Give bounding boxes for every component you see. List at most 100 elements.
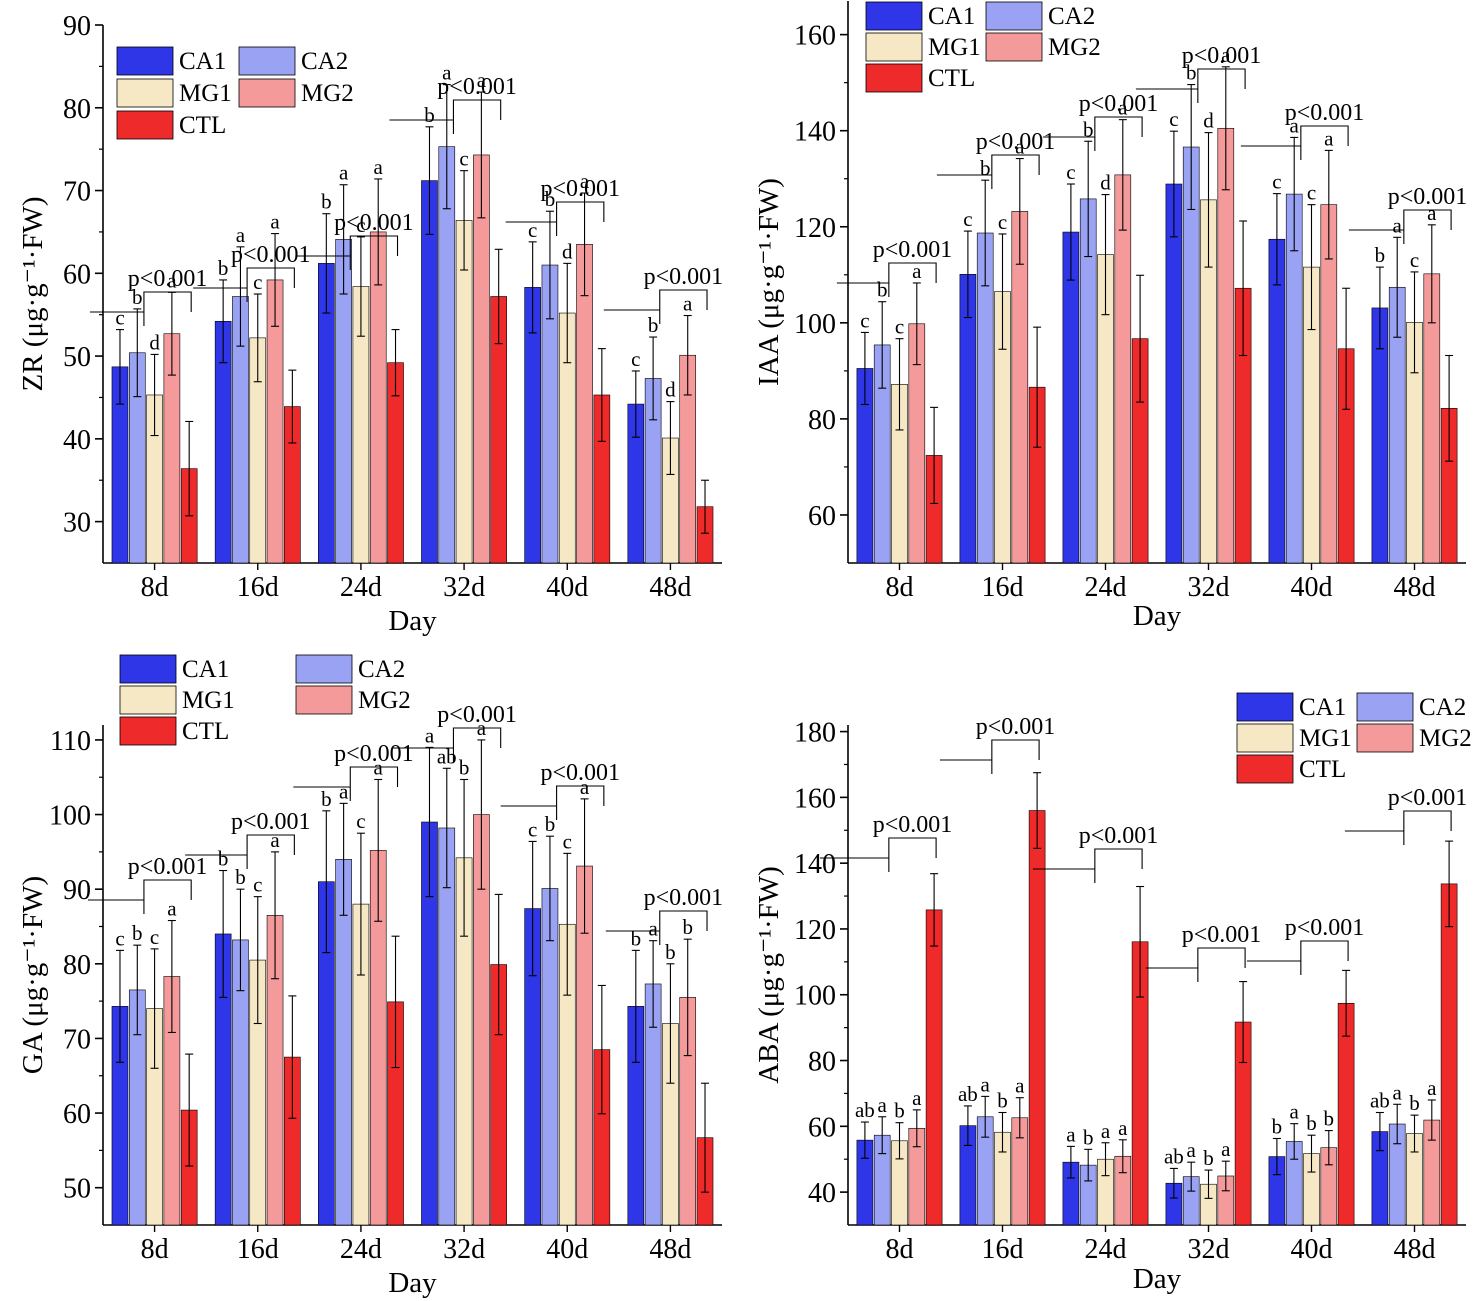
y-tick-label: 80 bbox=[808, 405, 836, 436]
x-axis-title: Day bbox=[1133, 600, 1182, 632]
legend-swatch-ca2 bbox=[238, 46, 296, 76]
x-tick-label: 16d bbox=[237, 572, 279, 603]
pvalue-bracket bbox=[349, 235, 399, 270]
pvalue-bracket bbox=[1300, 940, 1349, 975]
pvalue-label: p<0.001 bbox=[334, 210, 414, 236]
x-tick-label: 32d bbox=[1188, 572, 1230, 603]
pvalue-label: p<0.001 bbox=[1182, 43, 1262, 69]
legend-label: MG1 bbox=[182, 687, 235, 714]
x-tick-label: 8d bbox=[141, 1234, 169, 1265]
y-tick-label: 70 bbox=[63, 1024, 91, 1055]
y-tick-label: 140 bbox=[794, 849, 836, 880]
y-tick-label: 60 bbox=[808, 1112, 836, 1143]
pvalue-bracket bbox=[888, 837, 937, 872]
y-axis-title: ZR (μg·g⁻¹·FW) bbox=[17, 197, 49, 392]
significance-letter: ab bbox=[1370, 1089, 1390, 1113]
legend-label: CTL bbox=[182, 718, 229, 745]
pvalue-bracket bbox=[1300, 125, 1349, 160]
legend-label: MG2 bbox=[358, 687, 411, 714]
pvalue-label: p<0.001 bbox=[128, 854, 208, 880]
significance-letter: b bbox=[1083, 1125, 1094, 1149]
y-tick-label: 60 bbox=[808, 501, 836, 532]
significance-letter: a bbox=[580, 169, 590, 193]
pvalue-bracket bbox=[246, 267, 295, 302]
pvalue-bracket bbox=[556, 785, 605, 820]
pvalue-label: p<0.001 bbox=[976, 714, 1056, 740]
legend-label: CA2 bbox=[1048, 3, 1095, 30]
y-tick-label: 80 bbox=[63, 94, 91, 125]
significance-letter: a bbox=[912, 259, 922, 283]
pvalue-bracket bbox=[556, 201, 605, 236]
x-tick-label: 40d bbox=[1291, 1234, 1333, 1265]
significance-letter: a bbox=[425, 723, 435, 747]
significance-letter: a bbox=[270, 210, 280, 234]
pvalue-label: p<0.001 bbox=[1285, 915, 1365, 941]
significance-letter: a bbox=[1118, 1116, 1128, 1140]
legend-label: CTL bbox=[179, 112, 226, 139]
pvalue-bracket bbox=[991, 739, 1040, 774]
x-tick-label: 24d bbox=[1085, 572, 1127, 603]
significance-letter: c bbox=[356, 213, 365, 237]
significance-letter: a bbox=[1290, 1100, 1300, 1124]
significance-letter: c bbox=[115, 306, 124, 330]
bar-ca1 bbox=[1062, 231, 1080, 564]
significance-letter: a bbox=[339, 161, 349, 185]
y-tick-label: 50 bbox=[63, 342, 91, 373]
pvalue-bracket bbox=[1094, 116, 1143, 151]
significance-letter: b bbox=[321, 787, 332, 811]
significance-letter: b bbox=[235, 865, 246, 889]
bar-ca1 bbox=[421, 180, 438, 564]
pvalue-label: p<0.001 bbox=[1079, 91, 1159, 117]
significance-letter: c bbox=[459, 147, 468, 171]
y-axis-title: IAA (μg·g⁻¹·FW) bbox=[753, 178, 785, 386]
y-tick-label: 70 bbox=[63, 177, 91, 208]
significance-letter: ab bbox=[855, 1098, 875, 1122]
significance-letter: a bbox=[1324, 126, 1334, 150]
legend-label: CA1 bbox=[182, 656, 229, 683]
pvalue-label: p<0.001 bbox=[873, 237, 953, 263]
legend-swatch-ca1 bbox=[119, 654, 177, 684]
legend-swatch-ctl bbox=[116, 110, 174, 140]
x-tick-label: 16d bbox=[982, 1234, 1024, 1265]
pvalue-bracket bbox=[1403, 810, 1452, 845]
legend-label: MG1 bbox=[179, 80, 232, 107]
significance-letter: a bbox=[1015, 1074, 1025, 1098]
y-tick-label: 90 bbox=[63, 875, 91, 906]
y-tick-label: 120 bbox=[794, 915, 836, 946]
legend-label: CA2 bbox=[301, 48, 348, 75]
significance-letter: c bbox=[528, 817, 537, 841]
significance-letter: d bbox=[665, 378, 676, 402]
y-tick-label: 60 bbox=[63, 1099, 91, 1130]
legend-swatch-mg2 bbox=[295, 685, 353, 715]
significance-letter: b bbox=[132, 285, 143, 309]
pvalue-bracket bbox=[1094, 848, 1143, 883]
legend-swatch-mg1 bbox=[116, 78, 174, 108]
y-tick-label: 160 bbox=[794, 783, 836, 814]
significance-letter: c bbox=[860, 308, 869, 332]
y-tick-label: 160 bbox=[794, 21, 836, 52]
significance-letter: d bbox=[1203, 109, 1214, 133]
bar-ctl bbox=[925, 909, 943, 1226]
significance-letter: c bbox=[1169, 107, 1178, 131]
significance-letter: c bbox=[1066, 160, 1075, 184]
x-tick-label: 16d bbox=[237, 1234, 279, 1265]
legend-swatch-ctl bbox=[1236, 754, 1294, 784]
bar-mg2 bbox=[1114, 174, 1132, 564]
significance-letter: a bbox=[1427, 201, 1437, 225]
legend-swatch-mg1 bbox=[1236, 723, 1294, 753]
pvalue-bracket bbox=[349, 766, 399, 801]
significance-letter: ab bbox=[958, 1082, 978, 1106]
significance-letter: b bbox=[648, 313, 659, 337]
y-tick-label: 40 bbox=[63, 425, 91, 456]
x-tick-label: 40d bbox=[546, 572, 588, 603]
x-tick-label: 48d bbox=[649, 1234, 691, 1265]
significance-letter: a bbox=[167, 268, 177, 292]
significance-letter: b bbox=[1186, 61, 1197, 85]
legend-swatch-mg2 bbox=[1356, 723, 1414, 753]
x-axis-title: Day bbox=[1133, 1263, 1182, 1295]
significance-letter: a bbox=[1015, 135, 1025, 159]
pvalue-label: p<0.001 bbox=[976, 129, 1056, 155]
pvalue-bracket bbox=[452, 727, 502, 762]
y-tick-label: 120 bbox=[794, 213, 836, 244]
